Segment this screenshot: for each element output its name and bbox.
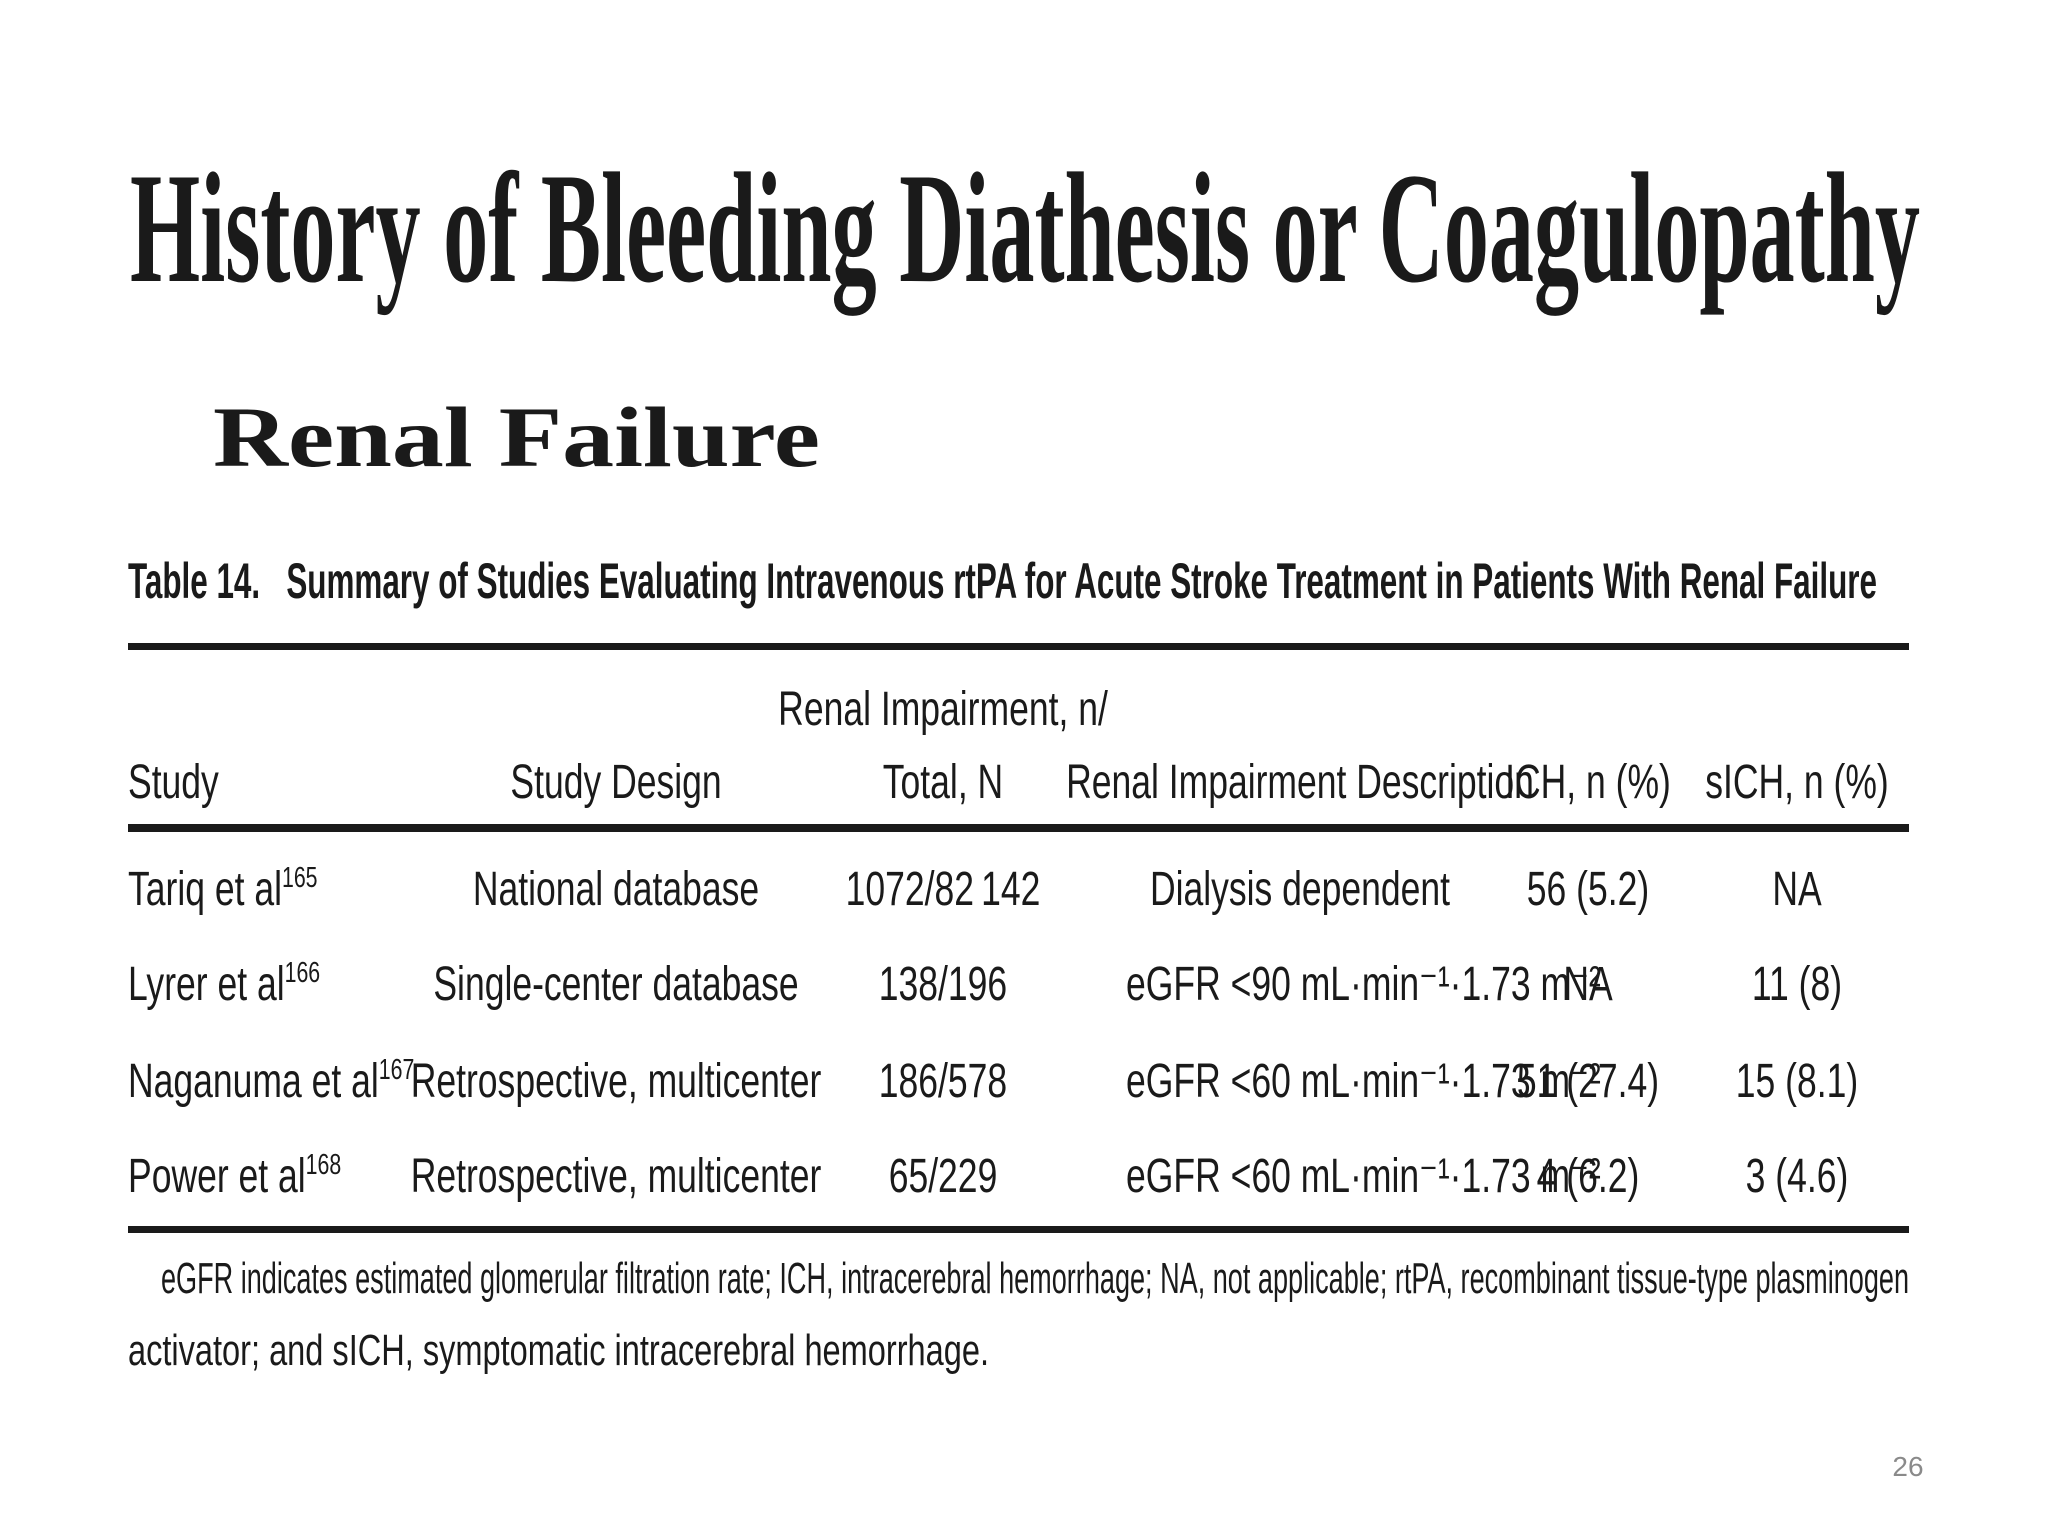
table-cell: Retrospective, multicenter	[411, 1149, 822, 1202]
table-cell-text: Dialysis dependent	[1150, 862, 1450, 915]
footnote: activator; and sICH, symptomatic intrace…	[128, 1326, 989, 1375]
table-cell: Lyrer et al166	[128, 957, 320, 1010]
table-cell: 11 (8)	[1752, 957, 1842, 1010]
column-header: ICH, n (%)	[1505, 755, 1671, 808]
table-cell-text: 186/578	[879, 1054, 1007, 1107]
table-cell: Dialysis dependent	[1150, 862, 1450, 915]
table-cell-text: 51 (27.4)	[1517, 1054, 1659, 1107]
table-cell-text: eGFR <90 mL·min⁻¹·1.73 m⁻²	[1126, 957, 1601, 1010]
table-cell-text: Single-center database	[433, 957, 798, 1010]
table-cell: eGFR <60 mL·min⁻¹·1.73 m⁻²	[1126, 1149, 1601, 1202]
table-cell: 51 (27.4)	[1517, 1054, 1659, 1107]
column-header-text: Renal Impairment, n/	[778, 682, 1108, 735]
table-cell-text: Tariq et al	[128, 862, 282, 915]
table-cell: Power et al168	[128, 1149, 341, 1202]
column-header: sICH, n (%)	[1705, 755, 1889, 808]
column-header-text: ICH, n (%)	[1505, 755, 1671, 808]
table-cell-text: 138/196	[879, 957, 1007, 1010]
footnote: eGFR indicates estimated glomerular filt…	[161, 1254, 1909, 1303]
slide-title: History of Bleeding Diathesis or Coagulo…	[130, 141, 1920, 316]
column-header-text: sICH, n (%)	[1705, 755, 1889, 808]
reference: 165	[282, 862, 318, 894]
page-number: 26	[1892, 1451, 1923, 1482]
top-rule	[128, 643, 1909, 650]
table-cell: Retrospective, multicenter	[411, 1054, 822, 1107]
column-header-text: Total, N	[883, 755, 1003, 808]
subtitle: Renal Failure	[213, 389, 820, 485]
table-cell: eGFR <60 mL·min⁻¹·1.73 m⁻²	[1126, 1054, 1601, 1107]
table-cell-text: Retrospective, multicenter	[411, 1054, 822, 1107]
table-cell-text: 3 (4.6)	[1746, 1149, 1849, 1202]
column-header: Renal Impairment Description	[1066, 755, 1534, 808]
table-cell: Tariq et al165	[128, 862, 318, 915]
table-cell: NA	[1772, 862, 1822, 915]
table-cell-text: Lyrer et al	[128, 957, 285, 1010]
table-cell: National database	[473, 862, 759, 915]
table-caption: Table 14. Summary of Studies Evaluating …	[128, 553, 1877, 609]
table-cell-text: eGFR <60 mL·min⁻¹·1.73 m⁻²	[1126, 1054, 1601, 1107]
table-cell-text: Naganuma et al	[128, 1054, 379, 1107]
table-cell: Single-center database	[433, 957, 798, 1010]
table-cell-text: 4 (6.2)	[1537, 1149, 1640, 1202]
column-header-text: Study Design	[510, 755, 721, 808]
column-header-text: Renal Impairment Description	[1066, 755, 1534, 808]
table-cell: 186/578	[879, 1054, 1007, 1107]
table-cell: Naganuma et al167	[128, 1054, 414, 1107]
column-header: Renal Impairment, n/	[778, 682, 1108, 735]
table-cell-text: 1072/82 142	[846, 862, 1041, 915]
column-header: Study Design	[510, 755, 721, 808]
reference: 168	[306, 1149, 342, 1181]
header-rule	[128, 824, 1909, 832]
table-cell: 4 (6.2)	[1537, 1149, 1640, 1202]
table-cell-text: eGFR <60 mL·min⁻¹·1.73 m⁻²	[1126, 1149, 1601, 1202]
table-cell: 56 (5.2)	[1527, 862, 1649, 915]
bottom-rule	[128, 1226, 1909, 1233]
table-cell: eGFR <90 mL·min⁻¹·1.73 m⁻²	[1126, 957, 1601, 1010]
table-cell: 15 (8.1)	[1736, 1054, 1858, 1107]
table-cell-text: Power et al	[128, 1149, 306, 1202]
table-cell: 1072/82 142	[846, 862, 1041, 915]
table-cell-text: 56 (5.2)	[1527, 862, 1649, 915]
column-header: Study	[128, 755, 220, 808]
column-header: Total, N	[883, 755, 1003, 808]
table-cell-text: 11 (8)	[1752, 957, 1842, 1010]
table-cell-text: NA	[1563, 957, 1613, 1010]
table-cell: 138/196	[879, 957, 1007, 1010]
table-cell-text: NA	[1772, 862, 1822, 915]
reference: 167	[379, 1054, 415, 1086]
table-cell-text: 15 (8.1)	[1736, 1054, 1858, 1107]
reference: 166	[285, 957, 321, 989]
table-cell-text: 65/229	[889, 1149, 998, 1202]
column-header-text: Study	[128, 755, 220, 808]
table-cell-text: Retrospective, multicenter	[411, 1149, 822, 1202]
table-cell: 65/229	[889, 1149, 998, 1202]
table-cell: 3 (4.6)	[1746, 1149, 1849, 1202]
table-cell-text: National database	[473, 862, 759, 915]
table-cell: NA	[1563, 957, 1613, 1010]
